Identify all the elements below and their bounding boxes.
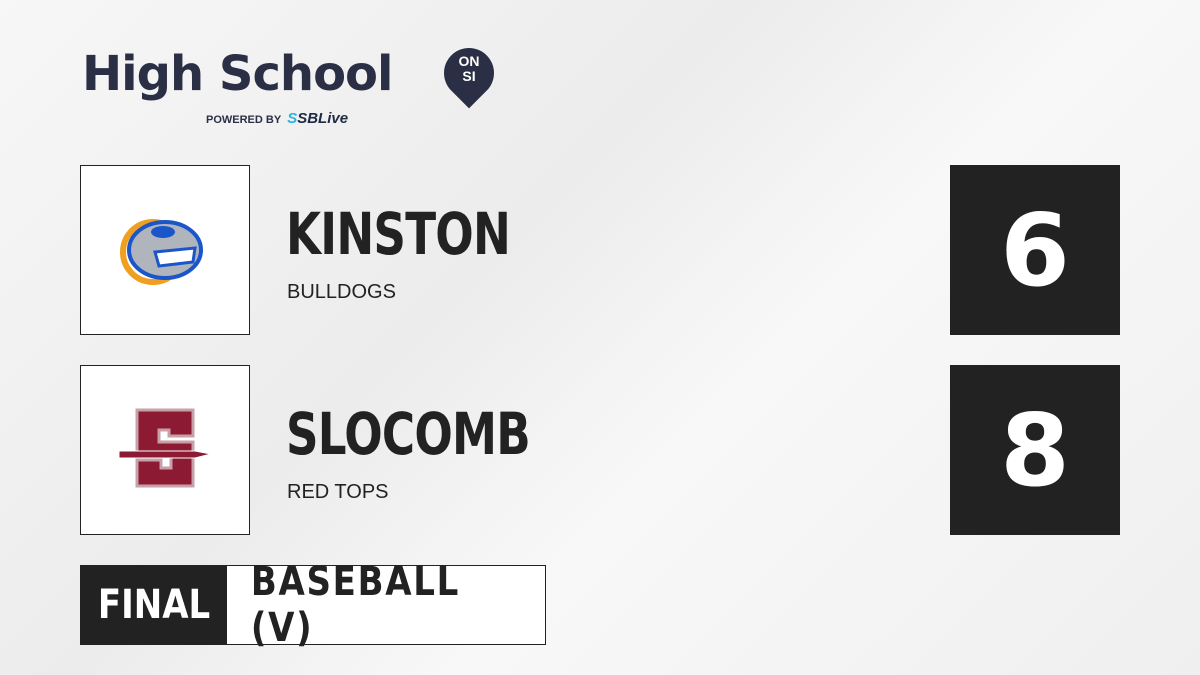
team-logo-slocomb (80, 365, 250, 535)
team-name: SLOCOMB (286, 400, 531, 468)
status-badge: FINAL (81, 566, 227, 644)
on-si-badge: ON SI (458, 53, 480, 84)
sport-label: BASEBALL (V) (250, 559, 460, 651)
team-score: 8 (950, 365, 1120, 535)
game-status-bar: FINAL BASEBALL (V) (80, 559, 546, 651)
brand-title: High School (82, 46, 393, 102)
bulldog-logo-icon (120, 219, 203, 285)
team-mascot: RED TOPS (287, 481, 389, 503)
team-mascot: BULLDOGS (287, 281, 396, 303)
powered-by: POWERED BY SSBLive (206, 110, 349, 127)
team-score: 6 (950, 165, 1120, 335)
sblive-logo: SSBLive (287, 110, 349, 127)
team-name: KINSTON (286, 200, 511, 268)
team-logo-kinston (80, 165, 250, 335)
high-school-on-si-logo: High School ON SI POWERED BY SSBLive (82, 37, 505, 127)
s-spear-logo-icon (118, 408, 212, 488)
